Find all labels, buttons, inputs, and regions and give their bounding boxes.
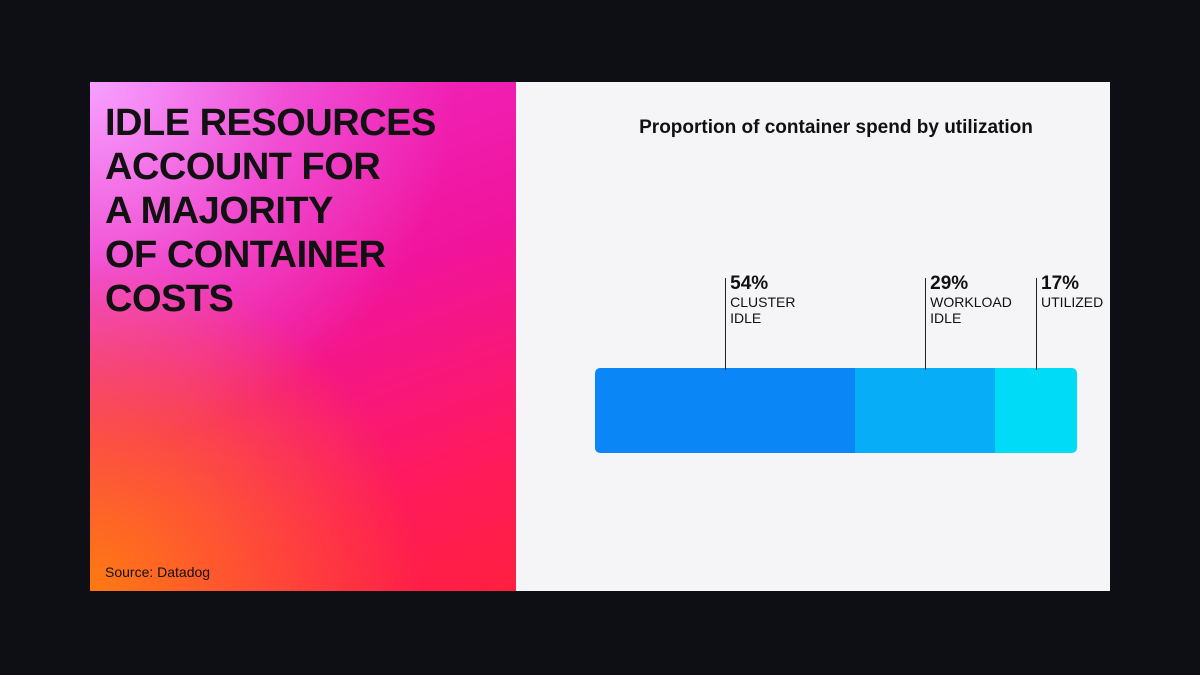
bar-segment <box>595 368 856 453</box>
headline-line: ACCOUNT FOR <box>105 146 381 188</box>
headline-line: OF CONTAINER <box>105 234 386 276</box>
value-label: 17% <box>1041 273 1080 294</box>
headline-line: IDLE RESOURCES <box>105 102 436 144</box>
value-label: 54% <box>730 273 769 294</box>
source: Source: Datadog <box>105 564 211 580</box>
headline-line: COSTS <box>105 278 234 320</box>
chart-panel <box>516 82 1110 591</box>
headline: IDLE RESOURCES ACCOUNT FOR A MAJORITY OF CO… <box>105 101 436 321</box>
headline-line: A MAJORITY <box>105 190 333 232</box>
legend-label: UTILIZED <box>1041 294 1104 310</box>
bar-segment <box>855 368 996 453</box>
leader-line <box>925 278 927 370</box>
chart-title: Proportion of container spend by utiliza… <box>639 117 1033 138</box>
bar <box>595 368 1077 453</box>
value-label: 29% <box>930 273 969 294</box>
legend-label: WORKLOAD IDLE <box>930 294 1012 326</box>
gradient-panel <box>90 82 516 591</box>
legend-label: CLUSTER IDLE <box>730 294 796 326</box>
leader-line <box>1036 278 1038 370</box>
bar-segment <box>995 368 1077 453</box>
leader-line <box>725 278 727 370</box>
